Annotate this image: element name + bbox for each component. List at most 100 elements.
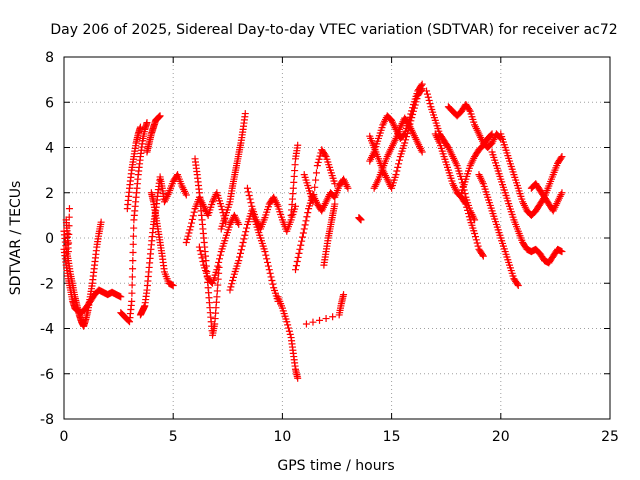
series-arc-30 xyxy=(488,148,566,267)
data-point xyxy=(286,330,294,338)
data-point xyxy=(314,158,322,166)
data-point xyxy=(472,236,480,244)
data-point xyxy=(215,258,223,266)
series-arc-5 xyxy=(123,123,144,213)
series-arc-31 xyxy=(497,130,566,219)
data-point xyxy=(479,252,487,260)
data-point xyxy=(461,199,469,207)
data-point xyxy=(261,248,269,256)
data-point xyxy=(65,222,73,230)
data-point xyxy=(285,324,293,332)
data-point xyxy=(321,151,329,159)
series-arc-24 xyxy=(370,114,426,192)
series-arc-10 xyxy=(191,155,223,339)
data-point xyxy=(322,315,330,323)
series-arc-3 xyxy=(62,205,73,256)
data-point xyxy=(214,275,222,283)
data-point xyxy=(156,112,164,120)
data-point xyxy=(217,202,225,210)
series-arc-21 xyxy=(355,214,365,224)
data-point xyxy=(213,293,221,301)
data-point xyxy=(198,254,206,262)
data-point xyxy=(311,183,319,191)
data-point xyxy=(471,229,479,237)
series-arc-2 xyxy=(60,218,105,330)
series-arc-7 xyxy=(143,112,164,156)
data-point xyxy=(266,269,274,277)
data-point xyxy=(408,107,416,115)
data-point xyxy=(302,217,310,225)
data-point xyxy=(117,293,125,301)
data-point xyxy=(316,316,324,324)
data-point xyxy=(239,239,247,247)
data-point xyxy=(294,374,302,382)
data-point xyxy=(299,229,307,237)
data-point xyxy=(187,223,195,231)
data-point xyxy=(316,152,324,160)
data-point xyxy=(183,235,191,243)
data-point xyxy=(65,230,73,238)
data-point xyxy=(188,219,196,227)
data-point xyxy=(186,226,194,234)
y-tick-label: 0 xyxy=(45,231,54,247)
data-point xyxy=(182,191,190,199)
data-point xyxy=(228,280,236,288)
data-point xyxy=(289,184,297,192)
data-point xyxy=(169,282,177,290)
data-point xyxy=(182,239,190,247)
data-point xyxy=(558,153,566,161)
data-point xyxy=(294,253,302,261)
data-point xyxy=(393,167,401,175)
data-point xyxy=(185,229,193,237)
series-arc-12 xyxy=(217,110,249,233)
x-tick-label: 25 xyxy=(601,429,619,445)
data-point xyxy=(478,251,486,259)
data-point xyxy=(265,266,273,274)
data-point xyxy=(392,171,400,179)
data-point xyxy=(237,246,245,254)
data-point xyxy=(294,141,302,149)
data-point xyxy=(229,273,237,281)
data-point xyxy=(244,188,252,196)
series-arc-16 xyxy=(287,141,302,219)
data-point xyxy=(188,215,196,223)
data-marks xyxy=(60,80,566,382)
series-arc-20 xyxy=(302,291,348,328)
x-tick-label: 15 xyxy=(383,429,401,445)
data-point xyxy=(130,224,138,232)
data-point xyxy=(226,286,234,294)
data-point xyxy=(229,277,237,285)
series-arc-19 xyxy=(320,200,339,269)
data-point xyxy=(400,131,408,139)
data-point xyxy=(214,262,222,270)
data-point xyxy=(423,87,431,95)
data-point xyxy=(487,131,495,139)
data-point xyxy=(129,248,137,256)
data-point xyxy=(425,96,433,104)
data-point xyxy=(128,297,136,305)
data-point xyxy=(243,224,251,232)
data-point xyxy=(357,216,365,224)
data-point xyxy=(65,205,73,213)
data-point xyxy=(344,184,352,192)
data-point xyxy=(465,106,473,114)
x-tick-label: 20 xyxy=(492,429,510,445)
data-point xyxy=(195,243,203,251)
x-tick-label: 0 xyxy=(60,429,69,445)
data-point xyxy=(235,220,243,228)
data-point xyxy=(267,273,275,281)
y-tick-label: -2 xyxy=(40,276,54,292)
data-point xyxy=(128,273,136,281)
data-point xyxy=(245,191,253,199)
series-arc-23 xyxy=(366,80,426,165)
y-tick-label: 8 xyxy=(45,50,54,66)
data-point xyxy=(285,327,293,335)
data-point xyxy=(242,228,250,236)
data-point xyxy=(128,289,136,297)
series-arc-32 xyxy=(527,180,566,215)
x-tick-label: 10 xyxy=(273,429,291,445)
data-point xyxy=(246,195,254,203)
data-point xyxy=(190,208,198,216)
series-arc-11 xyxy=(195,211,243,287)
